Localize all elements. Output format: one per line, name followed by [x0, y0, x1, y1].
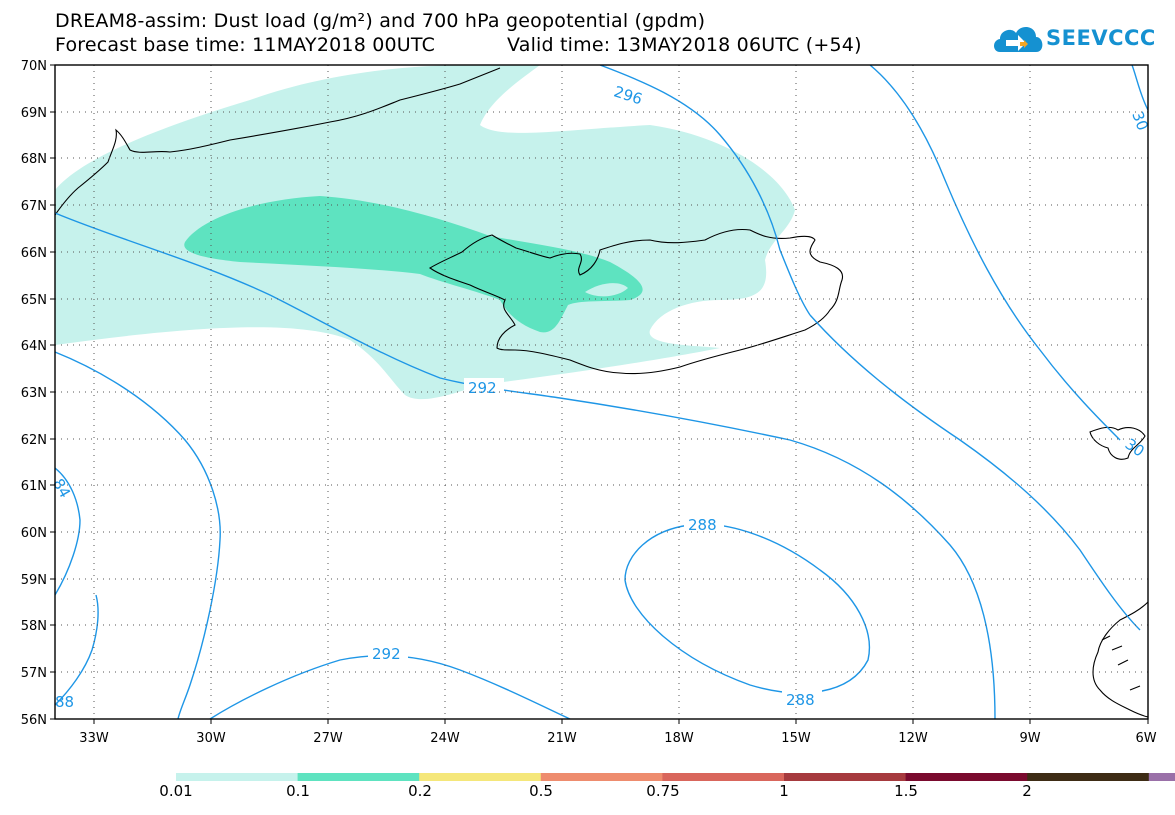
colorbar-label-0: 0.01	[159, 782, 193, 800]
greenland-coast	[55, 67, 501, 216]
lat-label-67n: 67N	[21, 199, 47, 214]
colorbar-swatch-7	[1027, 773, 1150, 781]
lat-label-66n: 66N	[21, 246, 47, 261]
contour-296	[599, 65, 811, 316]
lon-label-33w: 33W	[79, 731, 109, 746]
contour-292-east	[809, 314, 1141, 631]
lat-label-58n: 58N	[21, 619, 47, 634]
colorbar-label-7: 2	[1022, 782, 1032, 800]
lat-label-70n: 70N	[21, 59, 47, 74]
lat-label-62n: 62N	[21, 433, 47, 448]
contour-label-288-north: 288	[688, 516, 717, 534]
contour-300-east	[869, 65, 1121, 441]
contour-292-west	[55, 351, 221, 719]
contour-label-296: 296	[612, 82, 645, 108]
contour-label-288-south: 288	[786, 691, 815, 709]
forecast-times: Forecast base time: 11MAY2018 00UTC Valid…	[55, 34, 861, 56]
valid-time: Valid time: 13MAY2018 06UTC (+54)	[507, 34, 862, 56]
lat-label-60n: 60N	[21, 526, 47, 541]
contour-292-south	[209, 655, 571, 719]
colorbar	[176, 773, 1175, 781]
iceland-coast	[428, 228, 844, 375]
colorbar-swatch-3	[540, 773, 663, 781]
lat-label-69n: 69N	[21, 106, 47, 121]
dust-load-shading	[55, 65, 795, 400]
dust-area-medium	[184, 196, 643, 333]
latitude-axis: 70N 69N 68N 67N 66N 65N 64N 63N 62N 61N …	[21, 59, 55, 728]
lat-label-64n: 64N	[21, 339, 47, 354]
contour-288-center	[624, 523, 870, 694]
lon-label-30w: 30W	[196, 731, 226, 746]
lat-label-65n: 65N	[21, 293, 47, 308]
forecast-base-time: Forecast base time: 11MAY2018 00UTC	[55, 34, 436, 56]
lat-label-68n: 68N	[21, 152, 47, 167]
lon-label-24w: 24W	[430, 731, 460, 746]
lon-label-15w: 15W	[781, 731, 811, 746]
lat-label-56n: 56N	[21, 713, 47, 728]
lon-label-18w: 18W	[664, 731, 694, 746]
logo-text: SEEVCCC	[1046, 26, 1156, 50]
colorbar-swatch-4	[662, 773, 785, 781]
lon-label-27w: 27W	[313, 731, 343, 746]
lat-label-61n: 61N	[21, 479, 47, 494]
contour-284-west	[55, 594, 99, 706]
map-title: DREAM8-assim: Dust load (g/m²) and 700 h…	[55, 10, 706, 32]
lon-label-12w: 12W	[898, 731, 928, 746]
scotland-coast	[1092, 601, 1148, 718]
colorbar-swatch-5	[784, 773, 907, 781]
contour-288-west	[55, 467, 81, 596]
contour-label-292-north: 292	[468, 379, 497, 397]
graticule	[55, 65, 1148, 719]
contour-label-292-south: 292	[372, 645, 401, 663]
colorbar-label-4: 0.75	[646, 782, 680, 800]
contour-label-84: 84	[49, 475, 74, 501]
lon-label-21w: 21W	[547, 731, 577, 746]
colorbar-swatch-8	[1148, 773, 1175, 781]
contour-label-88: 88	[55, 693, 74, 711]
colorbar-label-1: 0.1	[286, 782, 310, 800]
seevccc-logo: SEEVCCC	[990, 18, 1160, 58]
colorbar-swatch-2	[419, 773, 542, 781]
colorbar-label-3: 0.5	[529, 782, 553, 800]
colorbar-label-6: 1.5	[894, 782, 918, 800]
contour-292-north	[55, 212, 996, 719]
lat-label-63n: 63N	[21, 386, 47, 401]
colorbar-swatch-1	[297, 773, 420, 781]
colorbar-swatch-6	[905, 773, 1028, 781]
longitude-axis: 33W 30W 27W 24W 21W 18W 15W 12W 9W 6W	[79, 719, 1157, 746]
contour-label-30-ne: 30	[1128, 109, 1151, 133]
colorbar-label-2: 0.2	[408, 782, 432, 800]
faroe-coast	[1089, 426, 1146, 460]
lon-label-6w: 6W	[1135, 731, 1156, 746]
colorbar-label-5: 1	[779, 782, 789, 800]
lon-label-9w: 9W	[1019, 731, 1040, 746]
contour-300-ne	[1131, 65, 1148, 111]
lat-label-59n: 59N	[21, 573, 47, 588]
cloud-icon	[994, 27, 1043, 52]
colorbar-swatch-0	[176, 773, 299, 781]
lat-label-57n: 57N	[21, 666, 47, 681]
